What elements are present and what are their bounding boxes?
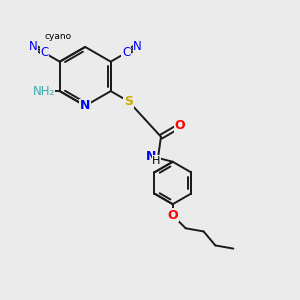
Text: O: O [167,209,178,222]
Text: O: O [175,119,185,132]
Text: N: N [133,40,142,53]
Text: H: H [152,156,161,166]
Text: N: N [80,99,90,112]
Text: N: N [28,40,37,53]
Text: cyano: cyano [45,32,72,41]
Text: C: C [122,46,130,59]
Text: S: S [124,95,133,108]
Text: N: N [146,150,157,163]
Text: NH₂: NH₂ [32,85,55,98]
Text: C: C [40,46,49,59]
